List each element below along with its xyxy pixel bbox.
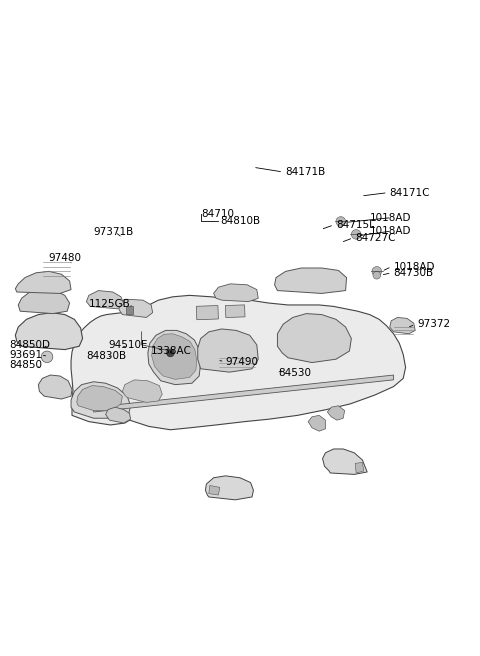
Text: 84810B: 84810B: [220, 216, 260, 226]
Text: 84171B: 84171B: [286, 167, 326, 177]
Circle shape: [351, 230, 361, 239]
Text: 84730B: 84730B: [394, 268, 434, 277]
Polygon shape: [77, 386, 122, 411]
Polygon shape: [15, 272, 71, 293]
Text: 97371B: 97371B: [94, 227, 134, 237]
Text: 97480: 97480: [48, 253, 81, 264]
Text: 84530: 84530: [278, 367, 312, 378]
Polygon shape: [355, 462, 364, 473]
Text: 1338AC: 1338AC: [151, 346, 192, 356]
Text: 84727C: 84727C: [355, 233, 396, 243]
Text: 1125GB: 1125GB: [89, 299, 131, 309]
Text: 84850: 84850: [10, 360, 43, 371]
Polygon shape: [205, 476, 253, 500]
Text: 84830B: 84830B: [86, 351, 127, 361]
Polygon shape: [38, 375, 72, 399]
Polygon shape: [198, 329, 258, 372]
Polygon shape: [209, 485, 220, 495]
Text: 84715L: 84715L: [336, 220, 375, 230]
Text: 1018AD: 1018AD: [370, 213, 411, 222]
Polygon shape: [71, 295, 406, 430]
Polygon shape: [214, 284, 258, 302]
Polygon shape: [71, 382, 131, 419]
Polygon shape: [106, 407, 131, 423]
Bar: [226, 305, 245, 318]
Polygon shape: [390, 318, 415, 334]
Circle shape: [41, 351, 53, 363]
Polygon shape: [15, 313, 83, 350]
Text: 84710: 84710: [202, 209, 235, 218]
Polygon shape: [275, 268, 347, 293]
Text: 97372: 97372: [418, 319, 451, 329]
Polygon shape: [119, 299, 153, 318]
Polygon shape: [308, 415, 325, 431]
Polygon shape: [148, 331, 201, 384]
Polygon shape: [323, 449, 367, 474]
Text: 1018AD: 1018AD: [394, 262, 435, 272]
Text: 93691: 93691: [10, 350, 43, 360]
Text: 84850D: 84850D: [10, 340, 50, 350]
Polygon shape: [86, 291, 124, 309]
Polygon shape: [122, 380, 162, 402]
Polygon shape: [94, 375, 394, 412]
Text: 97490: 97490: [226, 357, 259, 367]
Text: 1018AD: 1018AD: [370, 226, 411, 236]
Circle shape: [373, 272, 381, 279]
Text: 94510E: 94510E: [108, 340, 147, 350]
Polygon shape: [327, 406, 345, 420]
Text: 84171C: 84171C: [389, 188, 429, 197]
Bar: [126, 306, 133, 314]
Bar: [196, 306, 218, 319]
Polygon shape: [277, 314, 351, 363]
Circle shape: [372, 266, 382, 276]
Polygon shape: [18, 289, 70, 314]
Polygon shape: [152, 334, 197, 379]
Circle shape: [167, 349, 174, 357]
Circle shape: [336, 216, 346, 226]
